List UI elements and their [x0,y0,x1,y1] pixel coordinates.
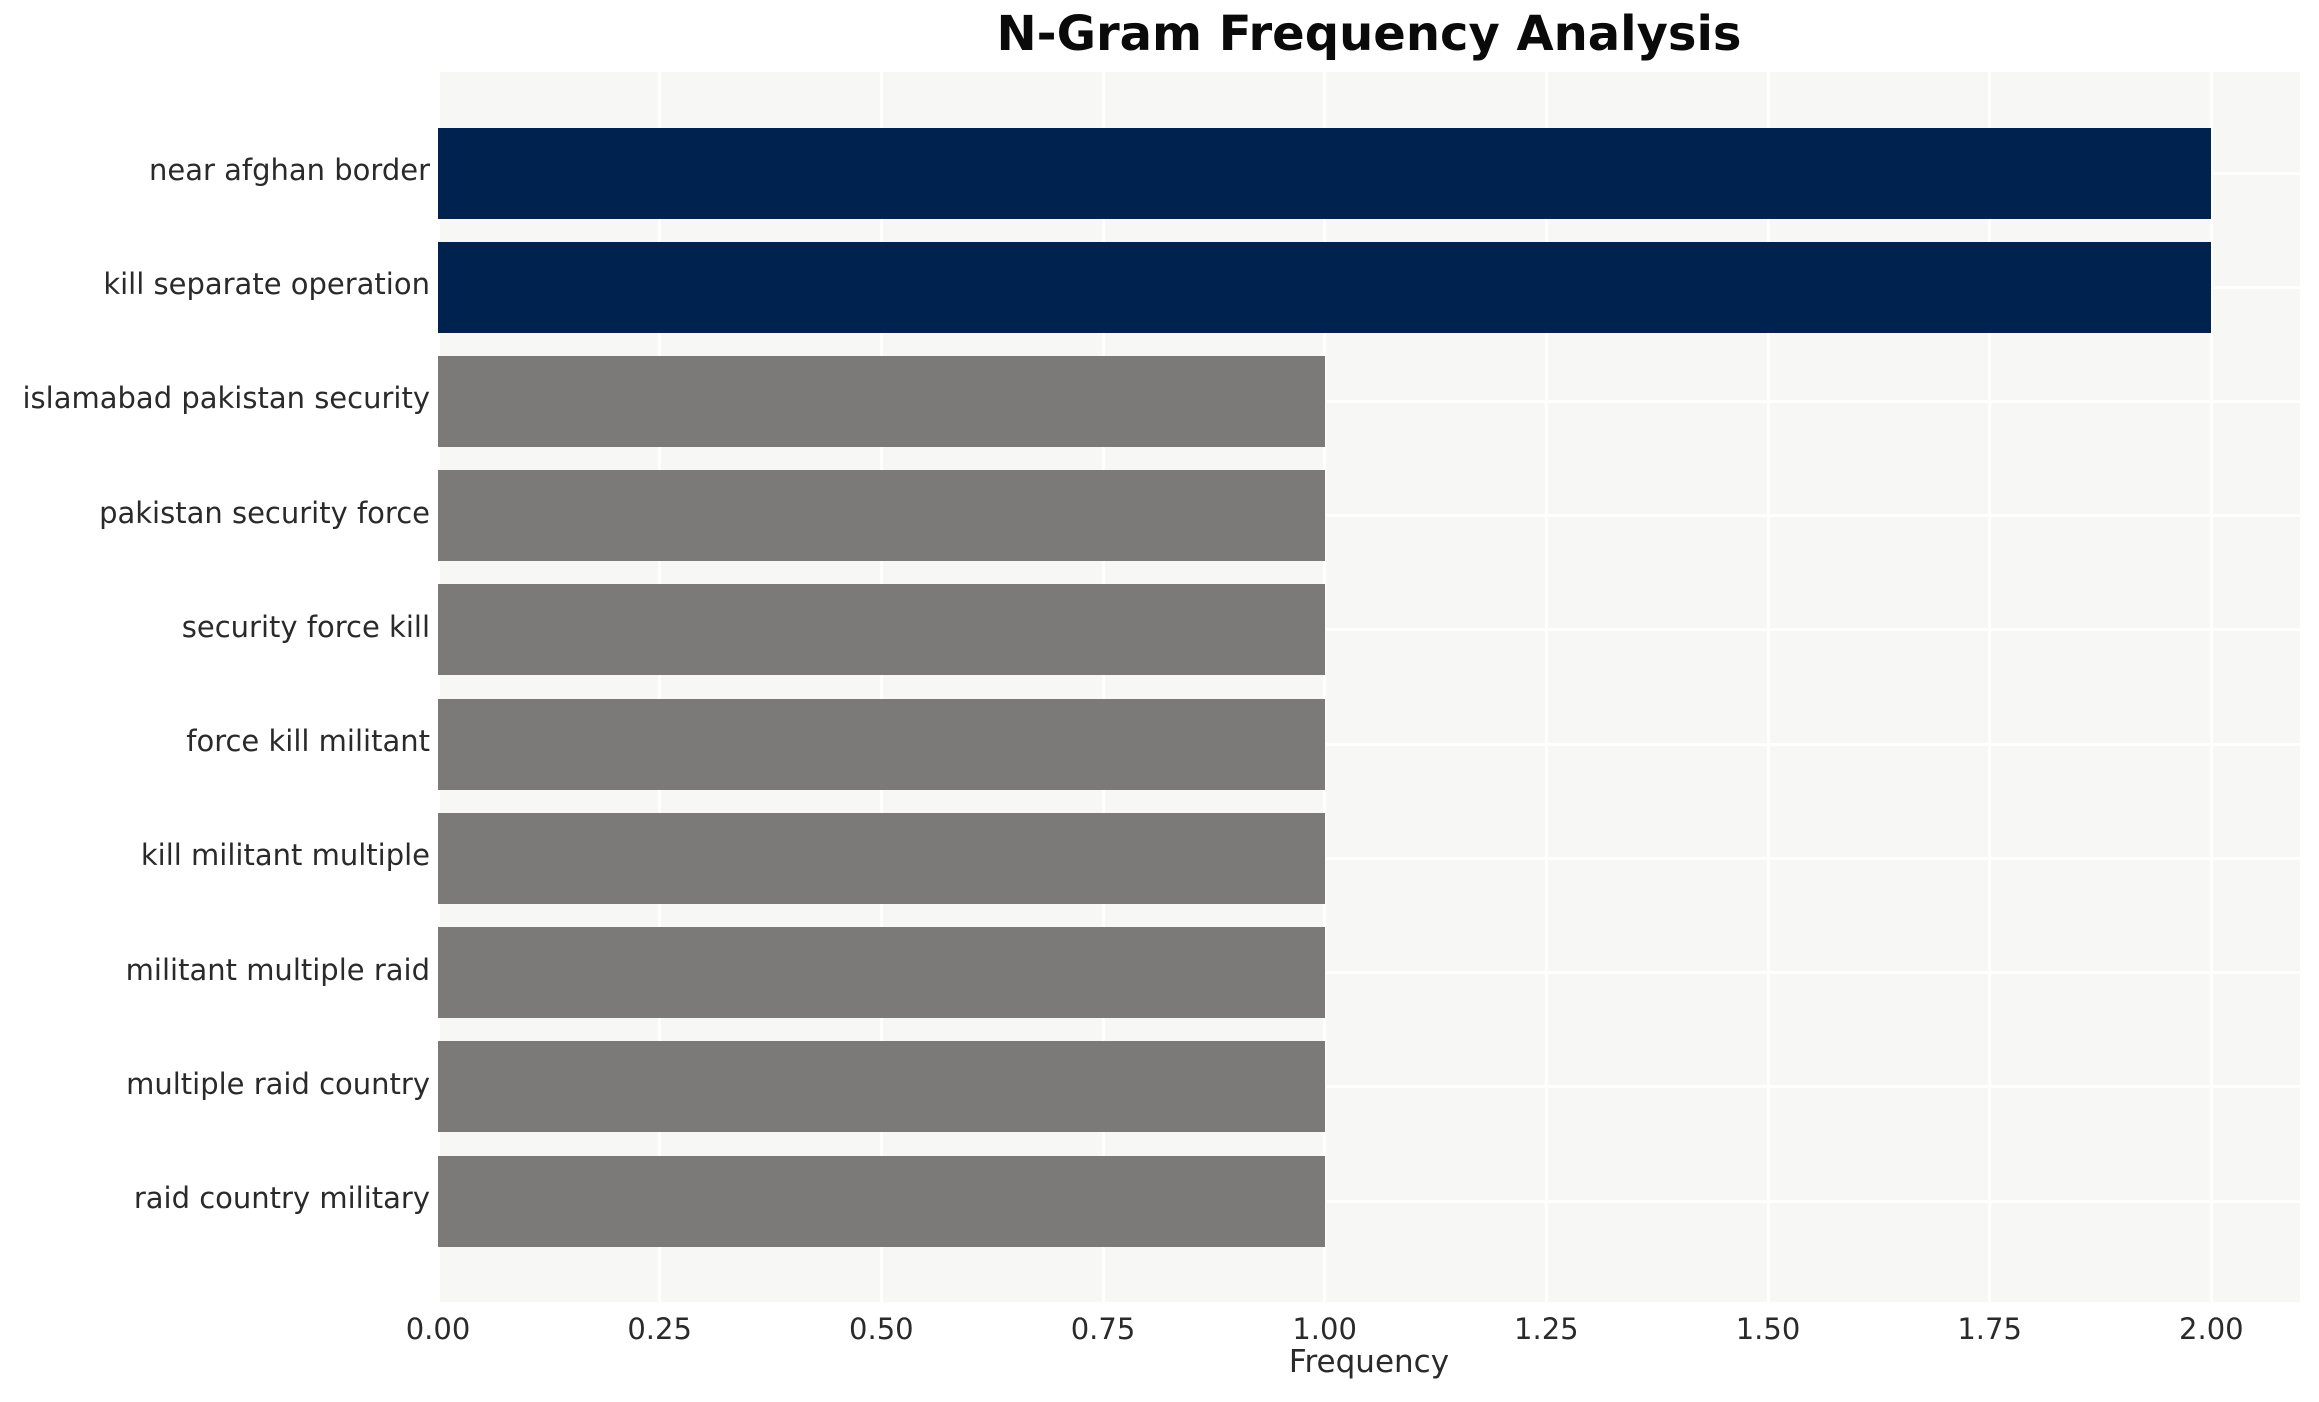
gridline-horizontal [438,971,2300,975]
x-axis-label: Frequency [1288,1344,1450,1380]
y-tick-label: militant multiple raid [125,952,430,987]
bar [438,127,2212,219]
gridline-vertical [2209,72,2213,1302]
gridline-vertical [1101,72,1105,1302]
chart-title: N-Gram Frequency Analysis [996,6,1742,62]
bar [438,1155,1325,1247]
x-tick-label: 0.25 [627,1312,692,1346]
y-tick-label: raid country military [133,1181,430,1215]
y-tick-label: islamabad pakistan security [22,381,431,416]
gridline-horizontal [438,1085,2300,1089]
bar [438,812,1325,904]
bar [438,927,1325,1019]
x-tick-label: 0.75 [1070,1312,1136,1346]
gridline-vertical [879,72,883,1302]
y-tick-label: kill militant multiple [140,838,430,873]
y-tick-label: near afghan border [148,153,430,187]
gridline-vertical [658,72,662,1302]
gridline-horizontal [438,742,2300,746]
x-tick-label: 2.00 [2179,1312,2244,1346]
x-tick-label: 0.50 [849,1312,914,1346]
gridline-horizontal [438,514,2300,518]
gridline-vertical [438,72,440,1302]
plot-area [438,72,2300,1302]
x-tick-label: 1.00 [1292,1312,1357,1346]
x-tick-label: 1.25 [1514,1312,1579,1346]
x-tick-label: 0.00 [405,1312,471,1346]
y-tick-label: multiple raid country [126,1066,430,1101]
bar [438,584,1325,676]
y-tick-label: kill separate operation [103,267,430,302]
bar [438,1041,1325,1133]
y-tick-label: pakistan security force [99,495,430,530]
gridline-horizontal [438,399,2300,403]
gridline-vertical [1766,72,1770,1302]
gridline-horizontal [438,1199,2300,1203]
y-tick-label: security force kill [181,609,430,644]
gridline-horizontal [438,628,2300,632]
x-tick-label: 1.50 [1735,1312,1801,1346]
gridline-vertical [1323,72,1327,1302]
gridline-horizontal [438,856,2300,860]
bar [438,241,2212,333]
bar [438,355,1325,447]
bar [438,698,1325,790]
gridline-vertical [1988,72,1992,1302]
x-tick-label: 1.75 [1957,1312,2022,1346]
gridline-vertical [1544,72,1548,1302]
bar [438,470,1325,562]
y-tick-label: force kill militant [186,724,430,759]
